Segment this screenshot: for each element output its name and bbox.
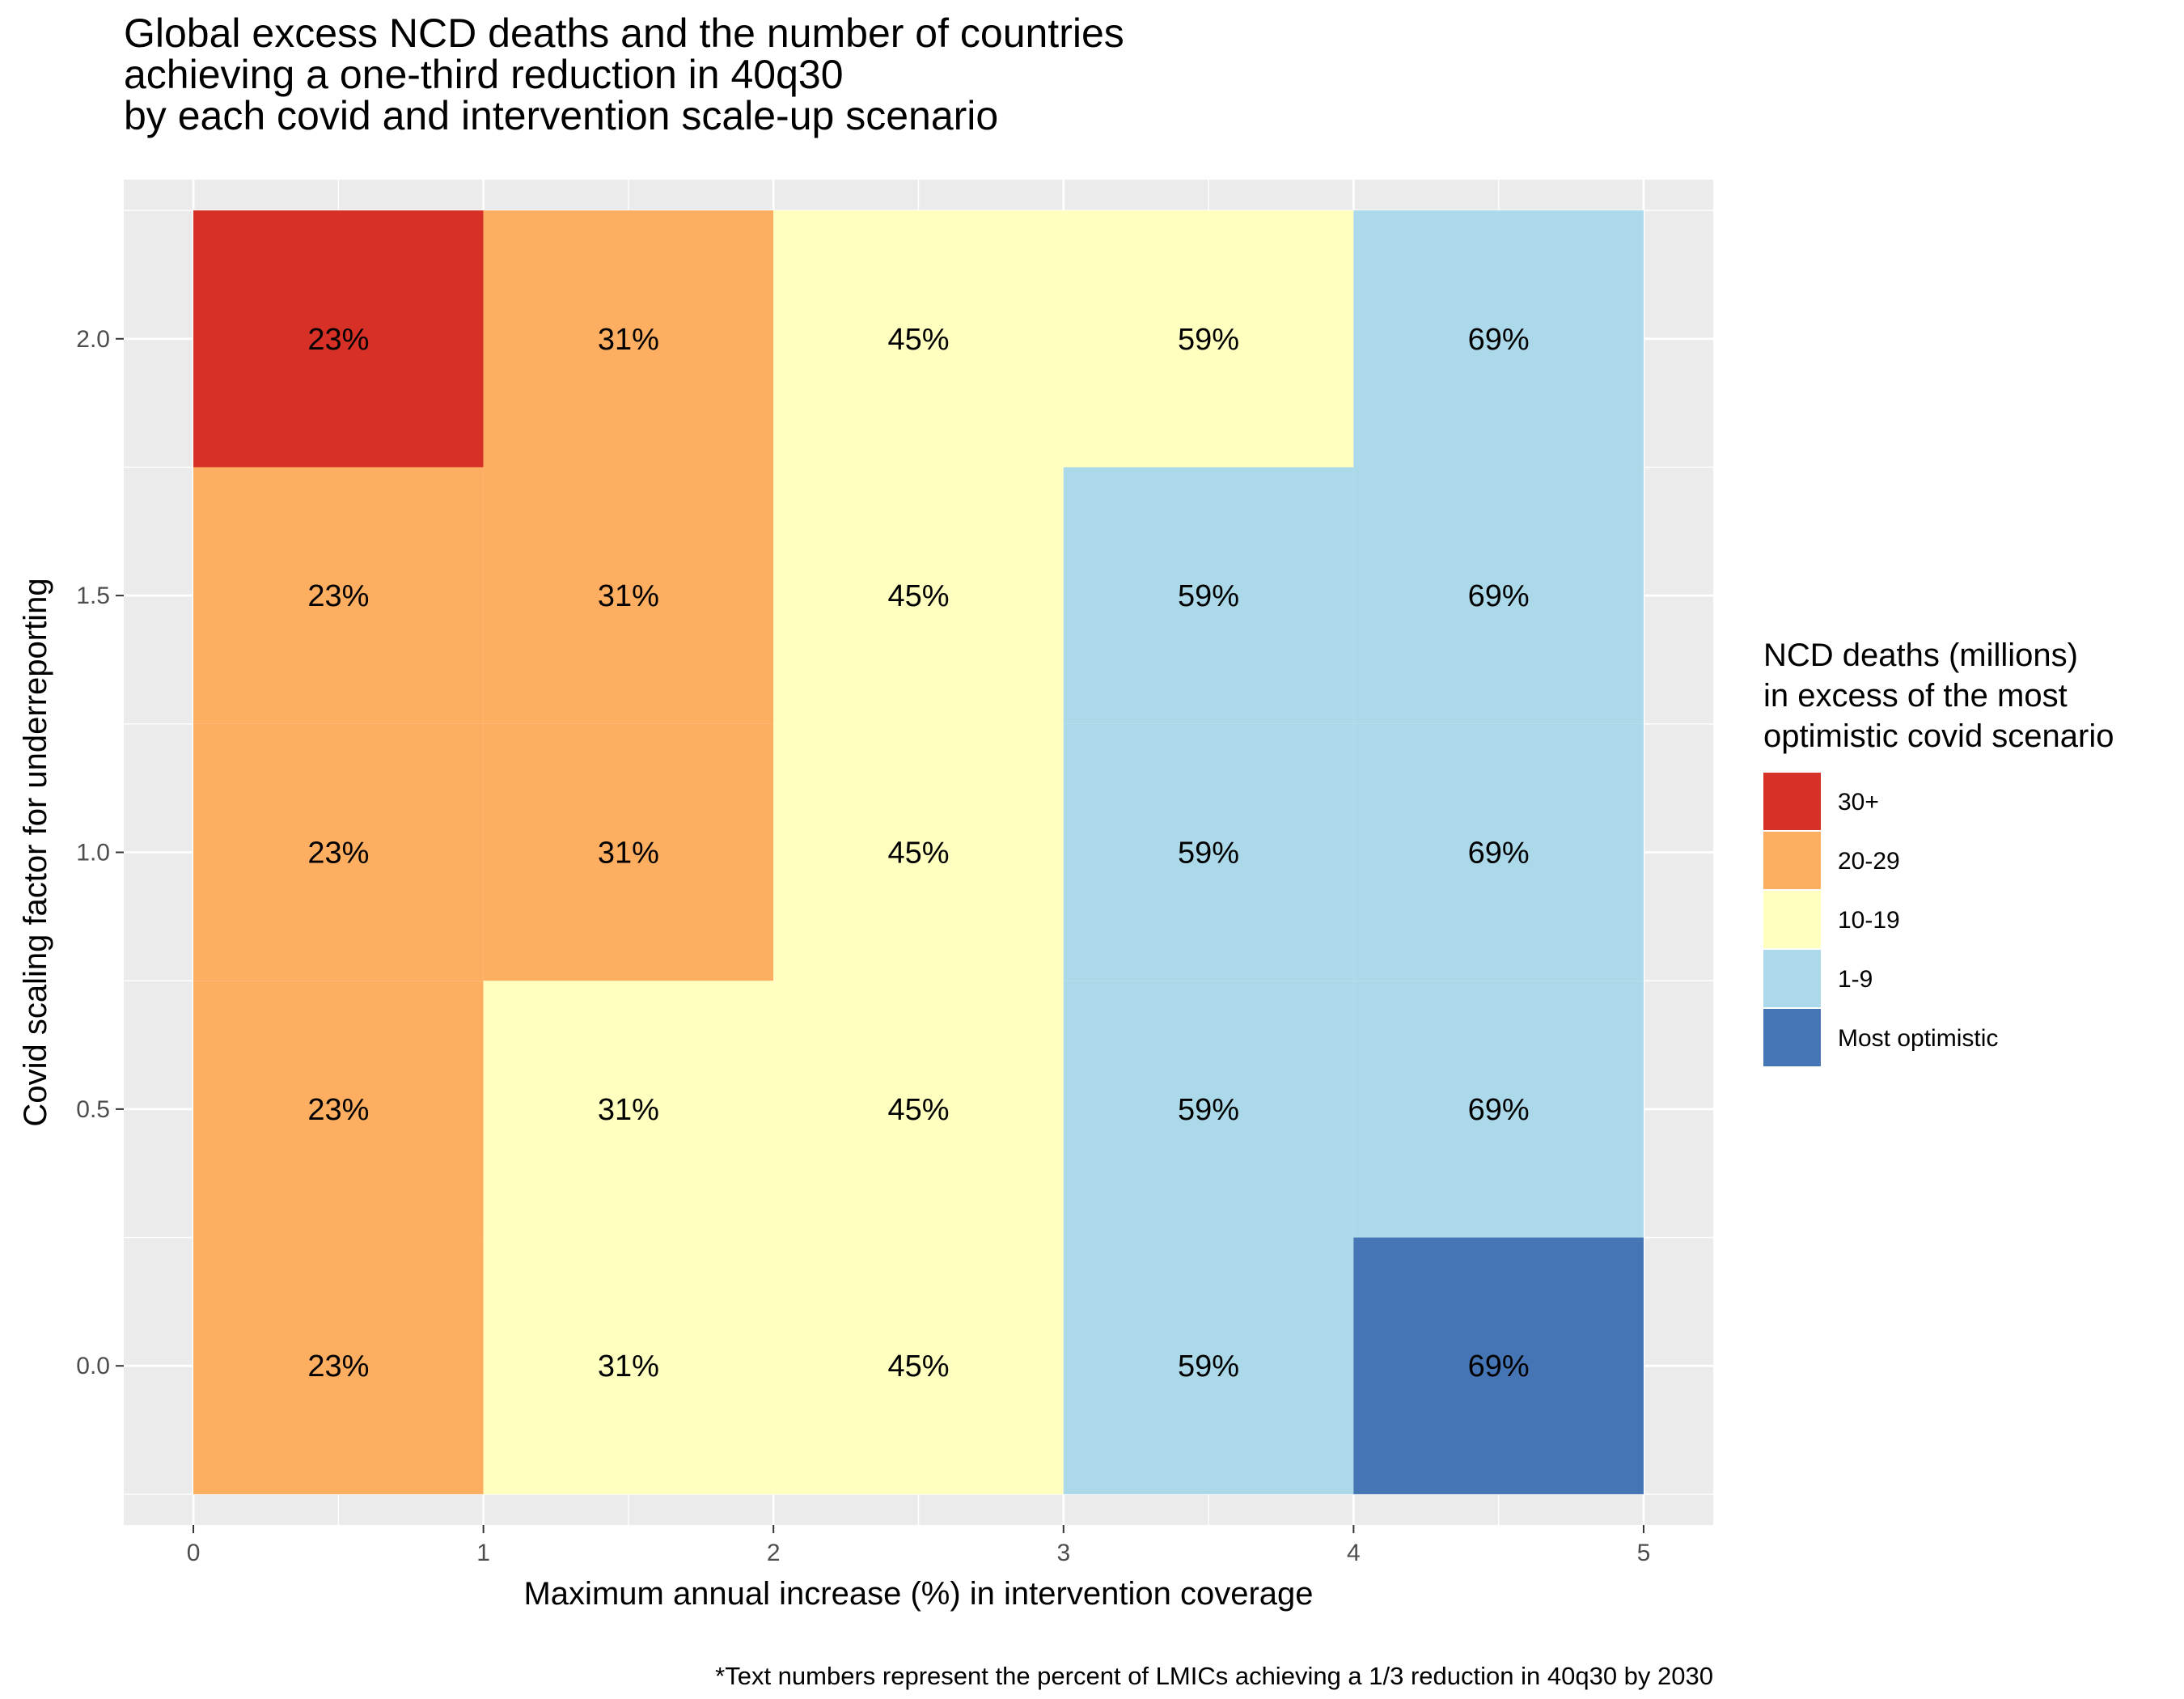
x-tick-label: 4 [1347,1540,1361,1566]
legend-swatch [1763,891,1821,948]
heatmap-cell-label: 23% [307,579,369,613]
heatmap-tile [483,981,774,1238]
heatmap-cell-label: 23% [307,1093,369,1127]
heatmap-cell-labels: 23% 31% 45% 59% 69% 23% 31% 45% 59% 69% 23% 31% 45% 5… [307,323,1529,1383]
heatmap-tile [773,467,1064,724]
x-tick-label: 2 [767,1540,781,1566]
heatmap-tile [193,1237,484,1494]
heatmap-cell-label: 23% [307,837,369,871]
legend: NCD deaths (millions) in excess of the mo… [1763,638,2114,1066]
x-tick-label: 0 [187,1540,201,1566]
heatmap-cell-label: 31% [598,579,659,613]
legend-label: 10-19 [1838,907,1900,934]
heatmap-cell-label: 31% [598,1093,659,1127]
heatmap-cell-label: 59% [1178,1093,1239,1127]
heatmap-tile [773,723,1064,981]
heatmap-tile [1063,723,1354,981]
heatmap-tile [193,723,484,981]
heatmap-tile [1063,210,1354,468]
heatmap-tile [1353,467,1644,724]
legend-title-line: optimistic covid scenario [1763,718,2114,754]
heatmap-cell-label: 69% [1468,323,1530,357]
y-axis-title: Covid scaling factor for underreporting [18,578,53,1126]
x-tick-label: 3 [1056,1540,1070,1566]
legend-swatch [1763,832,1821,889]
heatmap-tile [1353,981,1644,1238]
chart-title-line: by each covid and intervention scale-up … [124,93,998,138]
heatmap-tile [773,1237,1064,1494]
heatmap-cell-label: 45% [887,1349,949,1383]
heatmap-tiles [193,210,1644,1494]
legend-label: 1-9 [1838,966,1873,993]
legend-label: 20-29 [1838,848,1900,875]
heatmap-cell-label: 31% [598,1349,659,1383]
heatmap-tile [1063,981,1354,1238]
heatmap-tile [1353,210,1644,468]
heatmap-tile [1063,467,1354,724]
heatmap-tile [1063,1237,1354,1494]
heatmap-tile [483,723,774,981]
legend-title-line: NCD deaths (millions) [1763,638,2078,673]
heatmap-cell-label: 31% [598,837,659,871]
heatmap-tile [1353,1237,1644,1494]
heatmap-tile [483,1237,774,1494]
heatmap-cell-label: 23% [307,323,369,357]
heatmap-tile [773,981,1064,1238]
heatmap-tile [773,210,1064,468]
legend-label: 30+ [1838,789,1879,816]
legend-swatch [1763,773,1821,830]
x-tick-label: 1 [476,1540,490,1566]
heatmap-cell-label: 69% [1468,579,1530,613]
x-axis-title: Maximum annual increase (%) in intervent… [523,1576,1313,1612]
heatmap-tile [483,467,774,724]
y-axis: 0.0 0.5 1.0 1.5 2.0 [76,326,124,1379]
heatmap-tile [193,467,484,724]
heatmap-cell-label: 69% [1468,1349,1530,1383]
heatmap-cell-label: 45% [887,837,949,871]
heatmap-cell-label: 69% [1468,1093,1530,1127]
y-tick-label: 0.5 [76,1096,110,1123]
chart-title: Global excess NCD deaths and the number … [124,11,1124,138]
heatmap-cell-label: 59% [1178,1349,1239,1383]
chart-caption: *Text numbers represent the percent of L… [715,1662,1713,1690]
heatmap-cell-label: 59% [1178,323,1239,357]
y-tick-label: 0.0 [76,1353,110,1379]
heatmap-tile [483,210,774,468]
heatmap-tile [193,210,484,468]
heatmap-tile [1353,723,1644,981]
heatmap-cell-label: 31% [598,323,659,357]
y-tick-label: 1.5 [76,583,110,609]
legend-title-line: in excess of the most [1763,678,2068,714]
heatmap-cell-label: 59% [1178,579,1239,613]
legend-swatch [1763,1009,1821,1066]
chart-title-line: Global excess NCD deaths and the number … [124,11,1124,56]
x-tick-label: 5 [1637,1540,1651,1566]
heatmap-cell-label: 59% [1178,837,1239,871]
x-axis: 0 1 2 3 4 5 [187,1525,1651,1566]
heatmap-cell-label: 23% [307,1349,369,1383]
heatmap-cell-label: 45% [887,579,949,613]
chart-title-line: achieving a one-third reduction in 40q30 [124,52,844,97]
legend-swatch [1763,950,1821,1007]
heatmap-cell-label: 45% [887,1093,949,1127]
legend-label: Most optimistic [1838,1025,1998,1052]
y-tick-label: 1.0 [76,840,110,866]
heatmap-tile [193,981,484,1238]
y-tick-label: 2.0 [76,326,110,353]
heatmap-cell-label: 69% [1468,837,1530,871]
heatmap-cell-label: 45% [887,323,949,357]
